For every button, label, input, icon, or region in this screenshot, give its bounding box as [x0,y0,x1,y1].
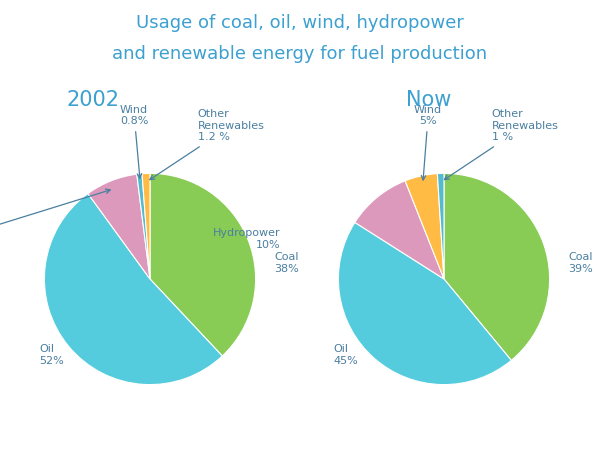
Wedge shape [150,173,256,356]
Wedge shape [44,194,222,385]
Wedge shape [355,181,444,279]
Text: and renewable energy for fuel production: and renewable energy for fuel production [112,45,488,63]
Text: Usage of coal, oil, wind, hydropower: Usage of coal, oil, wind, hydropower [136,14,464,32]
Wedge shape [405,174,444,279]
Text: Coal
38%: Coal 38% [275,252,299,274]
Wedge shape [437,173,444,279]
Text: Now: Now [406,90,452,110]
Text: Other
Renewables
1 %: Other Renewables 1 % [445,109,559,180]
Text: Oil
52%: Oil 52% [39,344,64,366]
Text: 2002: 2002 [67,90,119,110]
Wedge shape [88,174,150,279]
Text: Hydropower
10%: Hydropower 10% [212,228,280,250]
Text: Oil
45%: Oil 45% [333,344,358,366]
Text: Hydropower
8%: Hydropower 8% [0,189,110,250]
Text: Coal
39%: Coal 39% [569,252,593,274]
Text: Other
Renewables
1.2 %: Other Renewables 1.2 % [150,109,265,180]
Wedge shape [137,174,150,279]
Wedge shape [338,222,511,385]
Text: Wind
0.8%: Wind 0.8% [120,104,148,178]
Wedge shape [444,173,550,360]
Wedge shape [142,173,150,279]
Text: Wind
5%: Wind 5% [414,104,442,180]
